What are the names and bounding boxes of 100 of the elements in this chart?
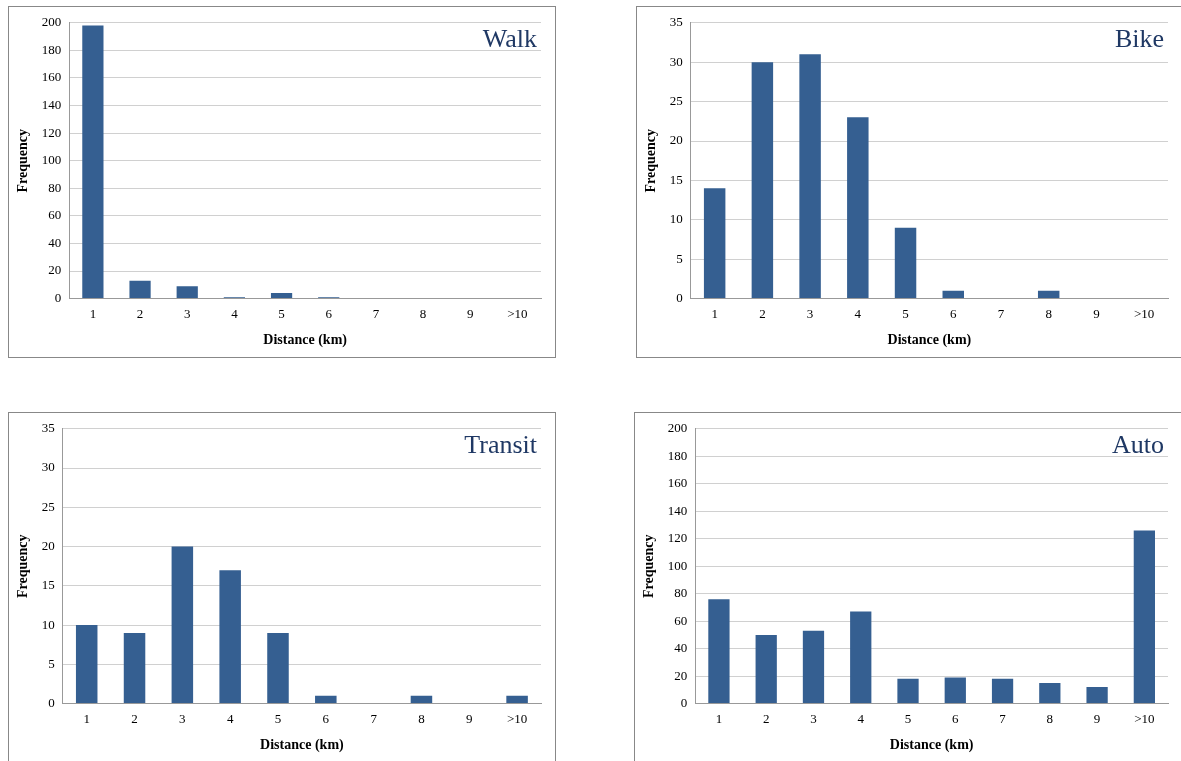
- bar: [799, 54, 821, 299]
- x-tick-label: 3: [806, 305, 814, 321]
- y-tick-label: 180: [667, 447, 688, 463]
- y-tick-label: 60: [674, 612, 688, 628]
- y-axis-title: Frequency: [15, 534, 31, 598]
- y-tick-label: 20: [669, 132, 683, 148]
- x-tick-label: >10: [506, 710, 528, 726]
- y-tick-label: 80: [674, 585, 688, 601]
- y-tick-label: 0: [54, 290, 62, 306]
- x-tick-label: 7: [372, 305, 380, 321]
- chart-title: Bike: [1114, 23, 1164, 53]
- bar: [942, 290, 964, 299]
- bar: [708, 599, 730, 704]
- bar: [847, 117, 869, 299]
- y-tick-label: 80: [48, 179, 62, 195]
- y-tick-label: 30: [669, 53, 683, 69]
- x-axis-title: Distance (km): [887, 332, 972, 349]
- y-tick-label: 25: [669, 93, 683, 109]
- y-tick-label: 10: [669, 211, 683, 227]
- y-tick-label: 0: [676, 290, 683, 306]
- y-axis-title: Frequency: [15, 128, 31, 193]
- x-tick-label: 6: [325, 305, 333, 321]
- x-tick-label: 1: [711, 305, 718, 321]
- y-tick-label: 0: [48, 695, 55, 711]
- bar: [176, 286, 198, 299]
- y-tick-label: 0: [680, 695, 688, 711]
- x-tick-label: 8: [1046, 710, 1054, 726]
- bar: [410, 695, 433, 704]
- x-tick-label: 5: [274, 710, 282, 726]
- bar: [944, 677, 966, 704]
- x-axis-title: Distance (km): [260, 737, 345, 754]
- x-tick-label: 1: [83, 710, 90, 726]
- x-tick-label: 9: [466, 710, 473, 726]
- y-tick-label: 100: [41, 152, 62, 168]
- y-tick-label: 140: [667, 502, 688, 518]
- bar: [82, 25, 104, 299]
- x-tick-label: 5: [904, 710, 912, 726]
- x-tick-label: 6: [952, 710, 960, 726]
- y-tick-label: 120: [41, 124, 62, 140]
- y-tick-label: 200: [667, 420, 688, 436]
- x-tick-label: 7: [999, 710, 1007, 726]
- x-tick-label: 4: [231, 305, 239, 321]
- x-tick-label: 9: [1093, 710, 1101, 726]
- bar: [1133, 530, 1155, 704]
- x-tick-label: 6: [950, 305, 958, 321]
- y-tick-label: 30: [41, 459, 55, 475]
- x-tick-label: 7: [370, 710, 378, 726]
- x-axis-title: Distance (km): [889, 737, 974, 754]
- x-tick-label: 4: [854, 305, 862, 321]
- x-tick-label: 3: [183, 305, 191, 321]
- x-tick-label: 6: [322, 710, 330, 726]
- bar: [802, 630, 825, 704]
- bar: [270, 293, 293, 299]
- bar: [267, 632, 289, 704]
- bar: [751, 62, 774, 299]
- y-axis-title: Frequency: [643, 128, 659, 193]
- bar: [506, 695, 528, 704]
- x-tick-label: 8: [1045, 305, 1052, 321]
- y-tick-label: 20: [674, 667, 688, 683]
- bar: [991, 678, 1014, 704]
- bar: [1086, 687, 1108, 704]
- x-tick-label: >10: [1133, 305, 1155, 321]
- y-tick-label: 15: [41, 577, 55, 593]
- y-tick-label: 5: [48, 655, 55, 671]
- y-tick-label: 20: [41, 537, 55, 553]
- x-tick-label: 4: [857, 710, 865, 726]
- x-tick-label: 2: [131, 710, 138, 726]
- y-tick-label: 40: [48, 234, 62, 250]
- y-tick-label: 35: [669, 14, 683, 30]
- x-tick-label: 8: [418, 710, 425, 726]
- x-tick-label: 7: [997, 305, 1005, 321]
- x-tick-label: 9: [466, 305, 474, 321]
- bar: [75, 625, 98, 704]
- bar: [129, 280, 151, 299]
- y-tick-label: 10: [41, 616, 55, 632]
- y-tick-label: 140: [41, 96, 62, 112]
- bar: [703, 188, 726, 299]
- x-tick-label: 2: [759, 305, 766, 321]
- bar: [171, 546, 194, 704]
- y-tick-label: 160: [41, 69, 62, 85]
- chart-title: Auto: [1112, 429, 1164, 459]
- y-axis-title: Frequency: [641, 534, 657, 598]
- x-tick-label: 8: [419, 305, 427, 321]
- x-tick-label: 5: [278, 305, 285, 321]
- y-tick-label: 15: [669, 171, 683, 187]
- bar: [123, 632, 146, 704]
- x-tick-label: 5: [902, 305, 909, 321]
- bar: [894, 227, 917, 299]
- x-tick-label: 2: [762, 710, 770, 726]
- y-tick-label: 60: [48, 207, 62, 223]
- bar: [850, 611, 872, 704]
- y-tick-label: 180: [41, 41, 62, 57]
- y-tick-label: 5: [676, 250, 683, 266]
- x-tick-label: 4: [226, 710, 234, 726]
- y-tick-label: 160: [667, 475, 688, 491]
- bar: [1037, 290, 1060, 299]
- x-tick-label: >10: [507, 305, 528, 321]
- bar: [755, 634, 777, 704]
- y-tick-label: 120: [667, 530, 688, 546]
- y-tick-label: 20: [48, 262, 62, 278]
